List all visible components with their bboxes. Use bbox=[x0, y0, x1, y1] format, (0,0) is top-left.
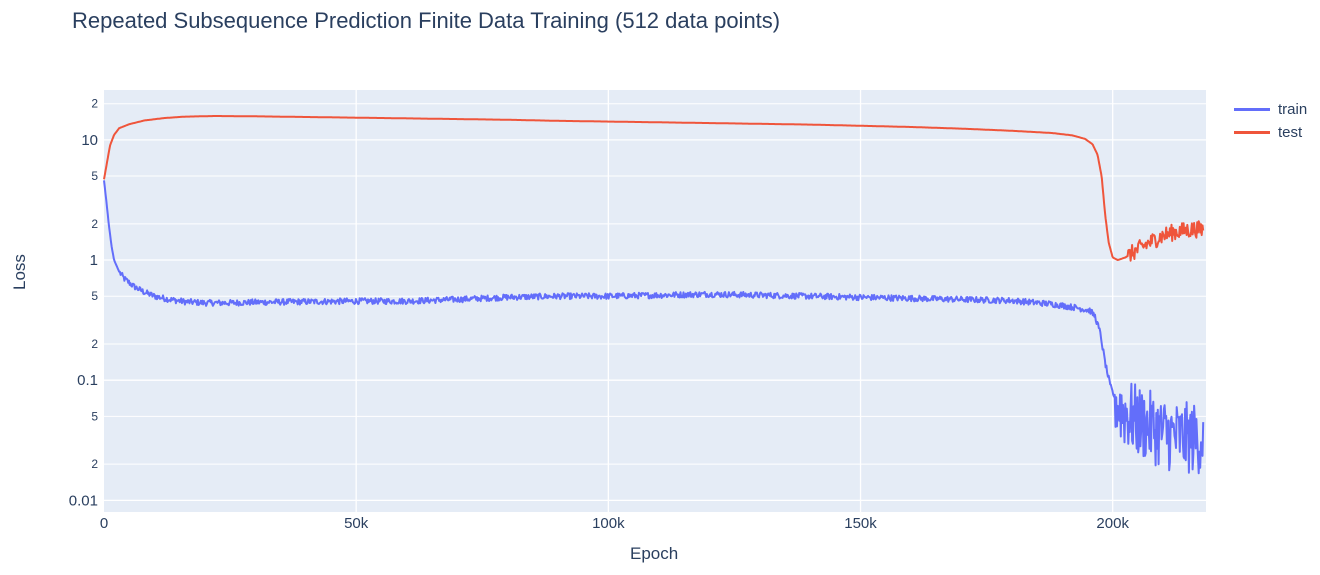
y-tick-label: 1 bbox=[90, 252, 98, 269]
legend-swatch-test bbox=[1234, 131, 1270, 134]
x-tick-label: 200k bbox=[1096, 515, 1129, 532]
y-tick-label: 2 bbox=[91, 217, 98, 231]
series-lines bbox=[103, 115, 1205, 475]
legend-swatch-train bbox=[1234, 108, 1270, 111]
y-tick-labels: 0.01 2 5 0.1 2 5 1 2 5 10 2 bbox=[69, 97, 99, 510]
x-tick-label: 150k bbox=[844, 515, 877, 532]
series-line-train bbox=[103, 180, 1205, 475]
legend-item-test[interactable]: test bbox=[1234, 121, 1307, 144]
x-axis-title: Epoch bbox=[630, 544, 679, 563]
legend: train test bbox=[1234, 98, 1307, 144]
legend-item-train[interactable]: train bbox=[1234, 98, 1307, 121]
y-gridlines bbox=[104, 103, 1206, 502]
y-tick-label: 5 bbox=[91, 409, 98, 423]
legend-label-train: train bbox=[1278, 101, 1308, 118]
legend-label-test: test bbox=[1278, 124, 1303, 141]
x-tick-label: 100k bbox=[592, 515, 625, 532]
x-tick-labels: 0 50k 100k 150k 200k bbox=[100, 515, 1130, 532]
chart-title: Repeated Subsequence Prediction Finite D… bbox=[72, 8, 781, 33]
y-tick-label: 2 bbox=[91, 97, 98, 111]
y-tick-label: 10 bbox=[81, 132, 98, 149]
y-tick-label: 0.1 bbox=[77, 372, 98, 389]
y-tick-label: 5 bbox=[91, 169, 98, 183]
y-tick-label: 0.01 bbox=[69, 492, 98, 509]
y-axis-title: Loss bbox=[10, 254, 29, 290]
x-tick-label: 0 bbox=[100, 515, 108, 532]
x-tick-label: 50k bbox=[344, 515, 369, 532]
y-tick-label: 2 bbox=[91, 337, 98, 351]
series-line-test bbox=[103, 115, 1205, 262]
y-tick-label: 2 bbox=[91, 457, 98, 471]
y-tick-label: 5 bbox=[91, 289, 98, 303]
